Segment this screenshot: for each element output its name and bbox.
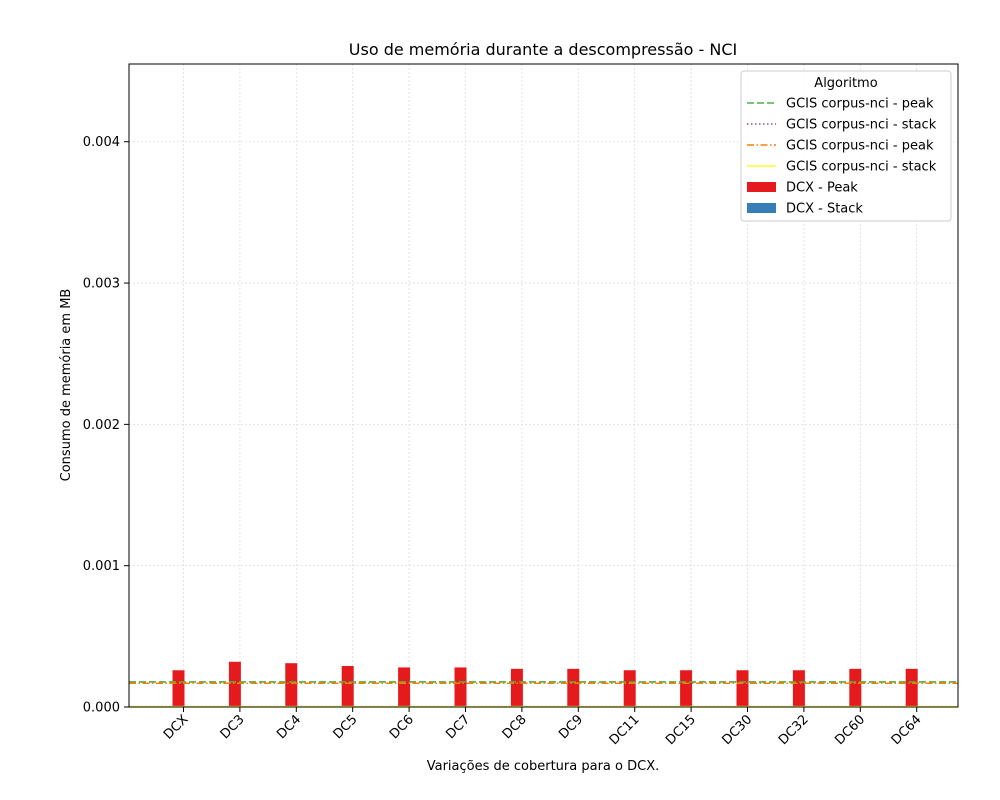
bar	[736, 670, 749, 707]
bar	[172, 670, 185, 707]
legend-label: GCIS corpus-nci - peak	[786, 97, 934, 112]
chart-title: Uso de memória durante a descompressão -…	[349, 40, 737, 59]
bar	[905, 668, 918, 707]
y-tick-label: 0.002	[83, 418, 120, 433]
bar	[567, 668, 580, 707]
bars	[172, 661, 930, 707]
legend-box	[740, 70, 952, 222]
legend-bar-swatch	[747, 182, 776, 192]
bar	[680, 670, 693, 707]
y-tick-label: 0.004	[83, 135, 120, 150]
bar	[454, 667, 467, 707]
legend-label: GCIS corpus-nci - stack	[786, 160, 937, 175]
legend-label: GCIS corpus-nci - stack	[786, 118, 937, 133]
y-axis-label: Consumo de memória em MB	[59, 289, 74, 482]
legend-label: DCX - Peak	[786, 181, 858, 196]
y-tick-label: 0.001	[83, 559, 120, 574]
legend-bar-swatch	[747, 203, 776, 213]
bar	[792, 670, 805, 707]
bar	[285, 663, 298, 707]
plot-frame	[128, 63, 959, 708]
bar	[849, 668, 862, 707]
legend-label: DCX - Stack	[786, 202, 863, 217]
legend-label: GCIS corpus-nci - peak	[786, 139, 934, 154]
grid	[129, 64, 958, 708]
legend-items: GCIS corpus-nci - peak GCIS corpus-nci - …	[747, 97, 937, 217]
y-tick-label: 0.003	[83, 277, 120, 292]
legend-title: Algoritmo	[814, 76, 877, 91]
x-axis-label: Variações de cobertura para o DCX.	[427, 759, 660, 774]
bar	[341, 666, 354, 707]
bar	[623, 670, 636, 707]
bar	[398, 667, 411, 707]
y-tick-label: 0.000	[83, 701, 120, 716]
bar	[228, 661, 241, 707]
y-axis: 0.000 0.001 0.002 0.003 0.004	[83, 135, 129, 716]
bar	[510, 668, 523, 707]
